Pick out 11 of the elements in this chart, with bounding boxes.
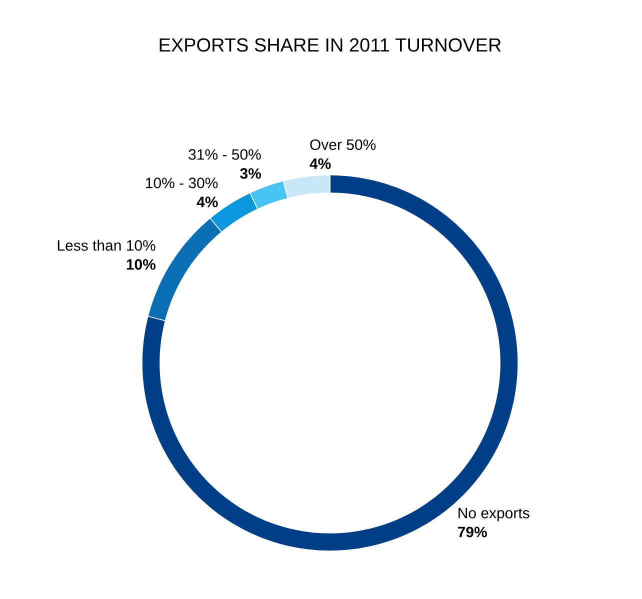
chart-title: EXPORTS SHARE IN 2011 TURNOVER bbox=[160, 38, 501, 52]
slice-label: Over 50% bbox=[310, 139, 376, 150]
data-label: 10% bbox=[126, 259, 156, 270]
slice-label: 10% - 30% bbox=[146, 178, 218, 188]
data-label: 4% bbox=[310, 158, 331, 169]
data-label: 79% bbox=[458, 526, 487, 538]
data-label: 4% bbox=[196, 196, 218, 208]
slice-label: Less than 10% bbox=[58, 240, 156, 251]
slice-label: No exports bbox=[458, 508, 530, 522]
data-label: 3% bbox=[240, 168, 262, 179]
slice-label: 31% - 50% bbox=[188, 149, 261, 160]
